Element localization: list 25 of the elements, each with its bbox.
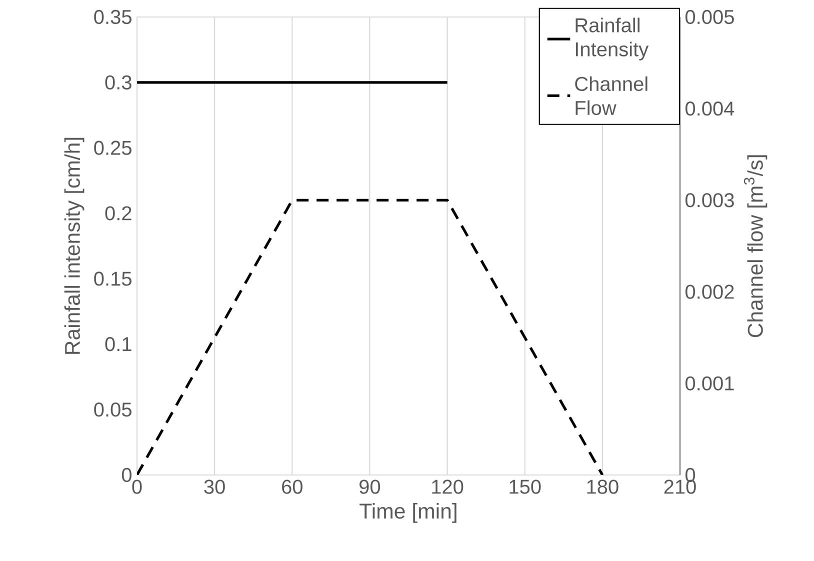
y-tick-label: 0.25: [94, 140, 132, 155]
x-tick-label: 30: [204, 480, 225, 494]
y-tick-label: 0.05: [94, 402, 132, 417]
y2-tick-label: 0.001: [685, 376, 734, 390]
y-tick-label: 0.35: [94, 10, 132, 24]
x-axis-title: Time [min]: [360, 503, 456, 523]
x-tick-label: 180: [587, 480, 618, 494]
y2-tick-label: 0.004: [685, 102, 734, 116]
legend-label: Channel Flow: [575, 76, 648, 116]
y-tick-label: 0: [122, 468, 132, 482]
x-tick-label: 0: [132, 480, 142, 494]
x-tick-label: 60: [282, 480, 302, 494]
x-tick-label: 90: [360, 480, 380, 494]
x-tick-label: 120: [432, 480, 464, 494]
legend-label: Rainfall Intensity: [576, 18, 649, 60]
y2-axis-title: Channel flow [m$^{3}$/s]: [744, 155, 768, 338]
y-tick-label: 0.15: [94, 272, 132, 286]
x-tick-label: 150: [510, 480, 541, 494]
y2-tick-label: 0.005: [685, 10, 734, 24]
y-tick-label: 0.3: [105, 75, 132, 90]
y2-tick-label: 0.002: [685, 284, 734, 299]
y-tick-label: 0.2: [105, 206, 132, 220]
y-tick-label: 0.1: [105, 337, 132, 352]
y-axis-title: Rainfall intensity [cm/h]: [64, 138, 84, 354]
y2-tick-label: 0.003: [685, 193, 734, 208]
